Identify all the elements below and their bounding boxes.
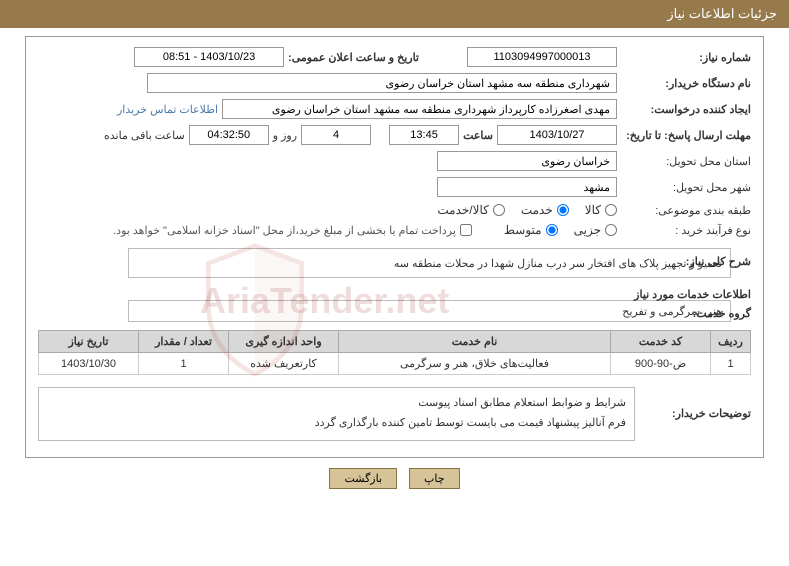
td-service-name: فعالیت‌های خلاق، هنر و سرگرمی bbox=[339, 353, 611, 375]
header-title: جزئیات اطلاعات نیاز bbox=[667, 6, 777, 21]
row-province: استان محل تحویل: bbox=[38, 151, 751, 171]
td-row: 1 bbox=[711, 353, 751, 375]
table-header-row: ردیف کد خدمت نام خدمت واحد اندازه گیری ت… bbox=[39, 331, 751, 353]
radio-medium-item[interactable]: متوسط bbox=[504, 223, 558, 237]
requester-field[interactable] bbox=[222, 99, 617, 119]
services-table: ردیف کد خدمت نام خدمت واحد اندازه گیری ت… bbox=[38, 330, 751, 375]
th-row: ردیف bbox=[711, 331, 751, 353]
buyer-notes-line1: شرایط و ضوابط استعلام مطابق اسناد پیوست bbox=[47, 394, 626, 414]
need-desc-box: تعمیر و تجهیز پلاک های افتخار سر درب منا… bbox=[128, 248, 731, 278]
province-field[interactable] bbox=[437, 151, 617, 171]
buyer-notes-box: شرایط و ضوابط استعلام مطابق اسناد پیوست … bbox=[38, 387, 635, 441]
radio-medium-label: متوسط bbox=[504, 223, 542, 237]
radio-medium[interactable] bbox=[546, 224, 558, 236]
countdown-label: ساعت باقی مانده bbox=[104, 129, 185, 142]
th-service-name: نام خدمت bbox=[339, 331, 611, 353]
table-row: 1 ض-90-900 فعالیت‌های خلاق، هنر و سرگرمی… bbox=[39, 353, 751, 375]
city-label: شهر محل تحویل: bbox=[621, 181, 751, 194]
category-radio-group: کالا خدمت کالا/خدمت bbox=[437, 203, 617, 217]
radio-goods[interactable] bbox=[605, 204, 617, 216]
row-deadline: مهلت ارسال پاسخ: تا تاریخ: ساعت روز و سا… bbox=[38, 125, 751, 145]
row-buyer-org: نام دستگاه خریدار: bbox=[38, 73, 751, 93]
row-buyer-notes: توضیحات خریدار: شرایط و ضوابط استعلام مط… bbox=[38, 387, 751, 441]
city-field[interactable] bbox=[437, 177, 617, 197]
td-unit: کارتعریف شده bbox=[229, 353, 339, 375]
buyer-org-field[interactable] bbox=[147, 73, 617, 93]
row-process-type: نوع فرآیند خرید : جزیی متوسط پرداخت تمام… bbox=[38, 223, 751, 237]
days-remaining-field[interactable] bbox=[301, 125, 371, 145]
announce-date-label: تاریخ و ساعت اعلان عمومی: bbox=[288, 51, 419, 64]
buyer-notes-label: توضیحات خریدار: bbox=[641, 407, 751, 420]
services-section-label: اطلاعات خدمات مورد نیاز bbox=[634, 288, 751, 301]
td-quantity: 1 bbox=[139, 353, 229, 375]
th-service-code: کد خدمت bbox=[611, 331, 711, 353]
th-quantity: تعداد / مقدار bbox=[139, 331, 229, 353]
radio-minor-label: جزیی bbox=[574, 223, 601, 237]
td-need-date: 1403/10/30 bbox=[39, 353, 139, 375]
radio-service-label: خدمت bbox=[521, 203, 553, 217]
radio-service-item[interactable]: خدمت bbox=[521, 203, 569, 217]
page-header: جزئیات اطلاعات نیاز bbox=[0, 0, 789, 28]
countdown-field[interactable] bbox=[189, 125, 269, 145]
province-label: استان محل تحویل: bbox=[621, 155, 751, 168]
category-label: طبقه بندی موضوعی: bbox=[621, 204, 751, 217]
back-button[interactable]: بازگشت bbox=[329, 468, 397, 489]
row-category: طبقه بندی موضوعی: کالا خدمت کالا/خدمت bbox=[38, 203, 751, 217]
button-row: چاپ بازگشت bbox=[0, 468, 789, 489]
need-number-field[interactable] bbox=[467, 47, 617, 67]
radio-minor[interactable] bbox=[605, 224, 617, 236]
buyer-org-label: نام دستگاه خریدار: bbox=[621, 77, 751, 90]
need-desc-value: تعمیر و تجهیز پلاک های افتخار سر درب منا… bbox=[394, 257, 722, 270]
contact-link[interactable]: اطلاعات تماس خریدار bbox=[117, 103, 218, 116]
row-city: شهر محل تحویل: bbox=[38, 177, 751, 197]
th-unit: واحد اندازه گیری bbox=[229, 331, 339, 353]
print-button[interactable]: چاپ bbox=[409, 468, 460, 489]
deadline-label: مهلت ارسال پاسخ: تا تاریخ: bbox=[621, 129, 751, 142]
buyer-notes-line2: فرم آنالیز پیشنهاد قیمت می بایست توسط تا… bbox=[47, 414, 626, 434]
th-need-date: تاریخ نیاز bbox=[39, 331, 139, 353]
td-service-code: ض-90-900 bbox=[611, 353, 711, 375]
row-need-number: شماره نیاز: تاریخ و ساعت اعلان عمومی: bbox=[38, 47, 751, 67]
radio-goods-label: کالا bbox=[585, 203, 601, 217]
main-panel: شماره نیاز: تاریخ و ساعت اعلان عمومی: نا… bbox=[25, 36, 764, 458]
days-label: روز و bbox=[273, 129, 297, 142]
need-number-label: شماره نیاز: bbox=[621, 51, 751, 64]
requester-label: ایجاد کننده درخواست: bbox=[621, 103, 751, 116]
service-group-value: هنر، سرگرمی و تفریح bbox=[622, 305, 722, 318]
deadline-date-field[interactable] bbox=[497, 125, 617, 145]
time-label: ساعت bbox=[463, 129, 493, 142]
payment-note: پرداخت تمام یا بخشی از مبلغ خرید،از محل … bbox=[113, 224, 456, 237]
radio-both-label: کالا/خدمت bbox=[437, 203, 488, 217]
radio-minor-item[interactable]: جزیی bbox=[574, 223, 617, 237]
row-requester: ایجاد کننده درخواست: اطلاعات تماس خریدار bbox=[38, 99, 751, 119]
radio-service[interactable] bbox=[557, 204, 569, 216]
payment-checkbox[interactable] bbox=[460, 224, 472, 236]
radio-both-item[interactable]: کالا/خدمت bbox=[437, 203, 504, 217]
radio-both[interactable] bbox=[493, 204, 505, 216]
announce-date-field[interactable] bbox=[134, 47, 284, 67]
radio-goods-item[interactable]: کالا bbox=[585, 203, 617, 217]
process-radio-group: جزیی متوسط bbox=[504, 223, 617, 237]
deadline-time-field[interactable] bbox=[389, 125, 459, 145]
process-type-label: نوع فرآیند خرید : bbox=[621, 224, 751, 237]
